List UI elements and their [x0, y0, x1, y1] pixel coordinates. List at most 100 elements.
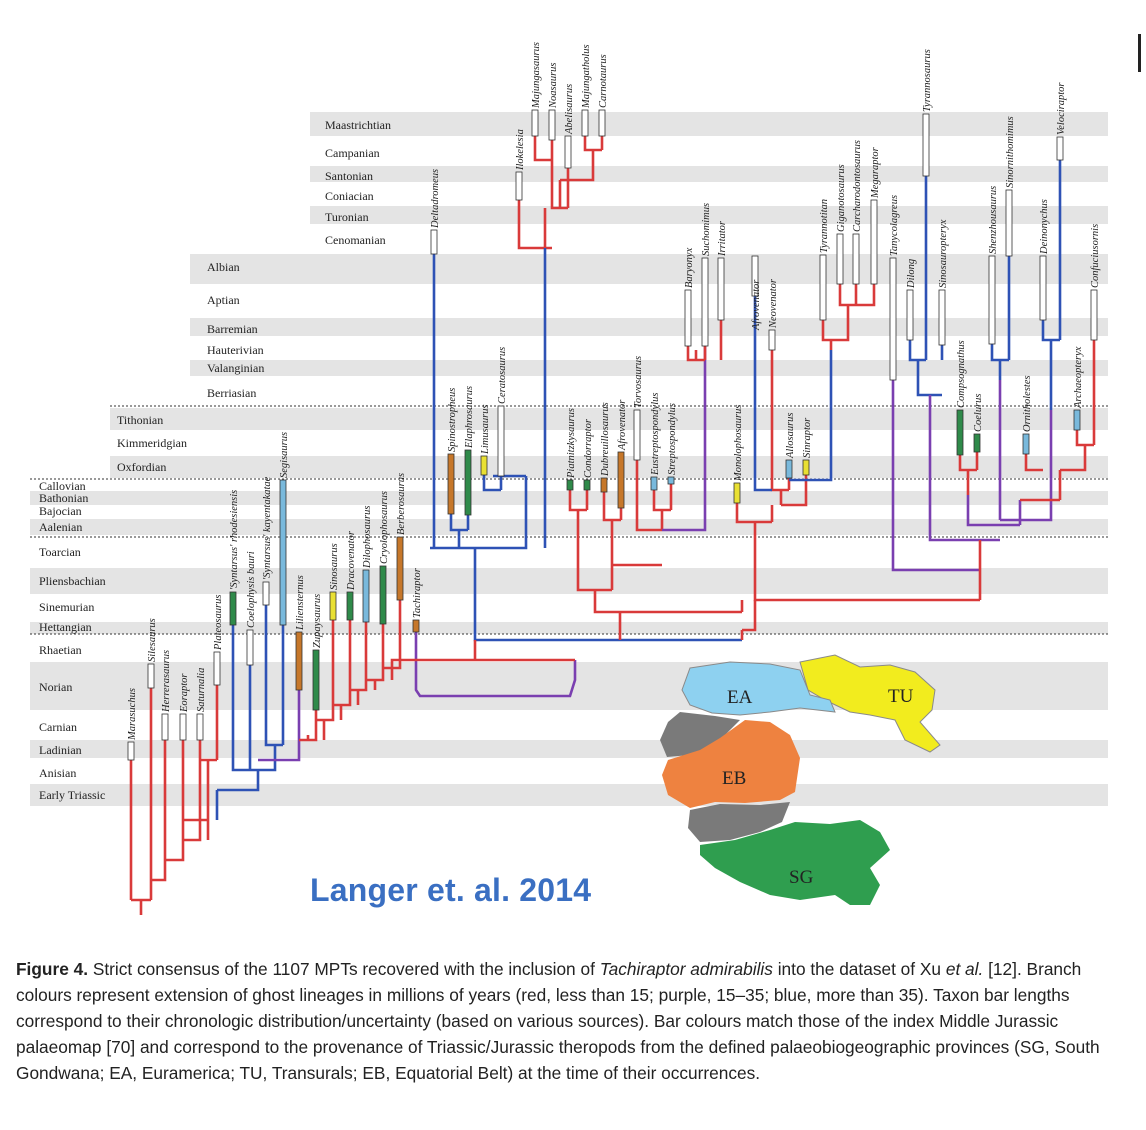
branch-purple [414, 632, 577, 698]
stage-label: Bajocian [39, 504, 82, 518]
map-label-TU: TU [888, 686, 914, 707]
taxon-label: Afrovenator [751, 279, 762, 331]
taxon-label: Shenzhousaurus [988, 186, 999, 254]
taxon-label: Deinonychus [1039, 199, 1050, 255]
branch-red [151, 740, 202, 882]
taxon-bar [196, 713, 204, 741]
taxon-bar [889, 257, 897, 381]
taxon-bar [1056, 136, 1064, 161]
taxon-bar [973, 433, 981, 453]
stage-label: Turonian [325, 210, 369, 224]
caption-part3: [12]. Branch colours represent extension… [16, 959, 1100, 1083]
map-region-EA [681, 661, 836, 716]
stage-label: Hettangian [39, 620, 92, 634]
taxon-label: Sinosaurus [329, 543, 340, 590]
branch-blue [908, 160, 1062, 410]
tree-branches [129, 136, 1096, 915]
palaeomap: EA TU EB SG [660, 654, 941, 905]
taxon-label: Limusaurus [480, 404, 491, 455]
map-region-EB [662, 720, 800, 808]
branch-red [686, 320, 723, 362]
taxon-label: Ilokelesia [515, 129, 526, 171]
taxon-bar [1039, 255, 1047, 321]
taxon-label: Neovenator [768, 278, 779, 329]
taxon-label: Tanycolagreus [889, 195, 900, 256]
taxon-label: Plateosaurus [213, 595, 224, 651]
taxon-label: Confuciusornis [1090, 224, 1101, 288]
stage-label: Carnian [39, 720, 77, 734]
branch-blue [430, 254, 742, 642]
stage-band [310, 206, 1108, 224]
taxon-bar [396, 536, 404, 601]
stage-label: Norian [39, 680, 72, 694]
stage-label: Rhaetian [39, 643, 82, 657]
taxon-label: Irritator [717, 220, 728, 257]
map-label-EB: EB [722, 768, 746, 789]
taxon-label: Megaraptor [870, 146, 881, 199]
taxon-bar [246, 629, 254, 666]
branch-purple [258, 690, 301, 762]
taxon-label: Torvosaurus [633, 356, 644, 408]
stage-label: Toarcian [39, 545, 81, 559]
taxon-bar [988, 255, 996, 345]
taxon-label: Eustreptospondylus [650, 393, 661, 476]
stage-band [30, 622, 1108, 634]
taxon-bar [852, 233, 860, 285]
map-region-TU [799, 654, 941, 753]
taxon-label: Noasaurus [548, 62, 559, 109]
cladogram: Maastrichtian Campanian Santonian Coniacian… [30, 42, 1110, 915]
taxon-label: Coelophysis bauri [246, 551, 257, 628]
map-label-EA: EA [727, 687, 753, 708]
taxon-bar [379, 565, 387, 625]
taxon-label: Carcharodontosaurus [852, 140, 863, 232]
taxon-label: Allosaurus [785, 412, 796, 459]
credit-text: Langer et. al. 2014 [310, 872, 592, 908]
taxon-label: Carnotaurus [598, 54, 609, 108]
taxon-label: Cryolophosaurus [379, 491, 390, 564]
stage-band [310, 166, 1108, 182]
stage-label: Kimmeridgian [117, 436, 187, 450]
stage-label: Bathonian [39, 491, 88, 505]
stage-label: Sinemurian [39, 600, 94, 614]
stage-label: Pliensbachian [39, 574, 106, 588]
taxon-bar [733, 482, 741, 504]
taxon-bar [785, 459, 793, 479]
taxon-label: Afrovenator [617, 399, 628, 451]
stage-label: Hauterivian [207, 343, 264, 357]
caption-taxon: Tachiraptor admirabilis [599, 959, 773, 979]
taxon-bar [464, 449, 472, 516]
taxon-bar [346, 591, 354, 621]
figure-caption: Figure 4. Strict consensus of the 1107 M… [16, 956, 1134, 1086]
taxon-label: 'Syntarsus' kayentakatae [262, 476, 273, 580]
taxon-bar [548, 109, 556, 141]
taxon-bar [906, 289, 914, 341]
taxon-bar [564, 135, 572, 169]
taxon-bar [922, 113, 930, 177]
stage-band [30, 662, 1108, 710]
taxon-label: Streptospondylus [667, 403, 678, 475]
taxon-bar [633, 409, 641, 461]
taxon-label: 'Syntarsus' rhodesiensis [229, 490, 240, 590]
taxon-label: Ornitholestes [1022, 375, 1033, 432]
taxon-bar [701, 257, 709, 347]
taxon-label: Sinornithomimus [1005, 116, 1016, 188]
stage-label: Callovian [39, 479, 86, 493]
stage-band [190, 360, 1108, 376]
branch-red [593, 590, 744, 614]
branch-blue [789, 350, 833, 482]
edge-mark [1138, 34, 1141, 72]
taxon-label: Liliensternus [295, 575, 306, 631]
taxon-bar [617, 451, 625, 509]
taxon-label: Dracovenator [346, 530, 357, 591]
taxon-label: Piatnitzkysaurus [566, 408, 577, 479]
stage-label: Early Triassic [39, 788, 105, 802]
taxon-bar [751, 255, 759, 297]
taxon-bar [497, 405, 505, 477]
stage-band [110, 408, 1108, 430]
taxon-bar [262, 581, 270, 606]
caption-lead: Figure 4. [16, 959, 89, 979]
taxon-label: Tyrannosaurus [922, 49, 933, 112]
taxon-bar [1073, 409, 1081, 431]
stage-label: Coniacian [325, 189, 374, 203]
